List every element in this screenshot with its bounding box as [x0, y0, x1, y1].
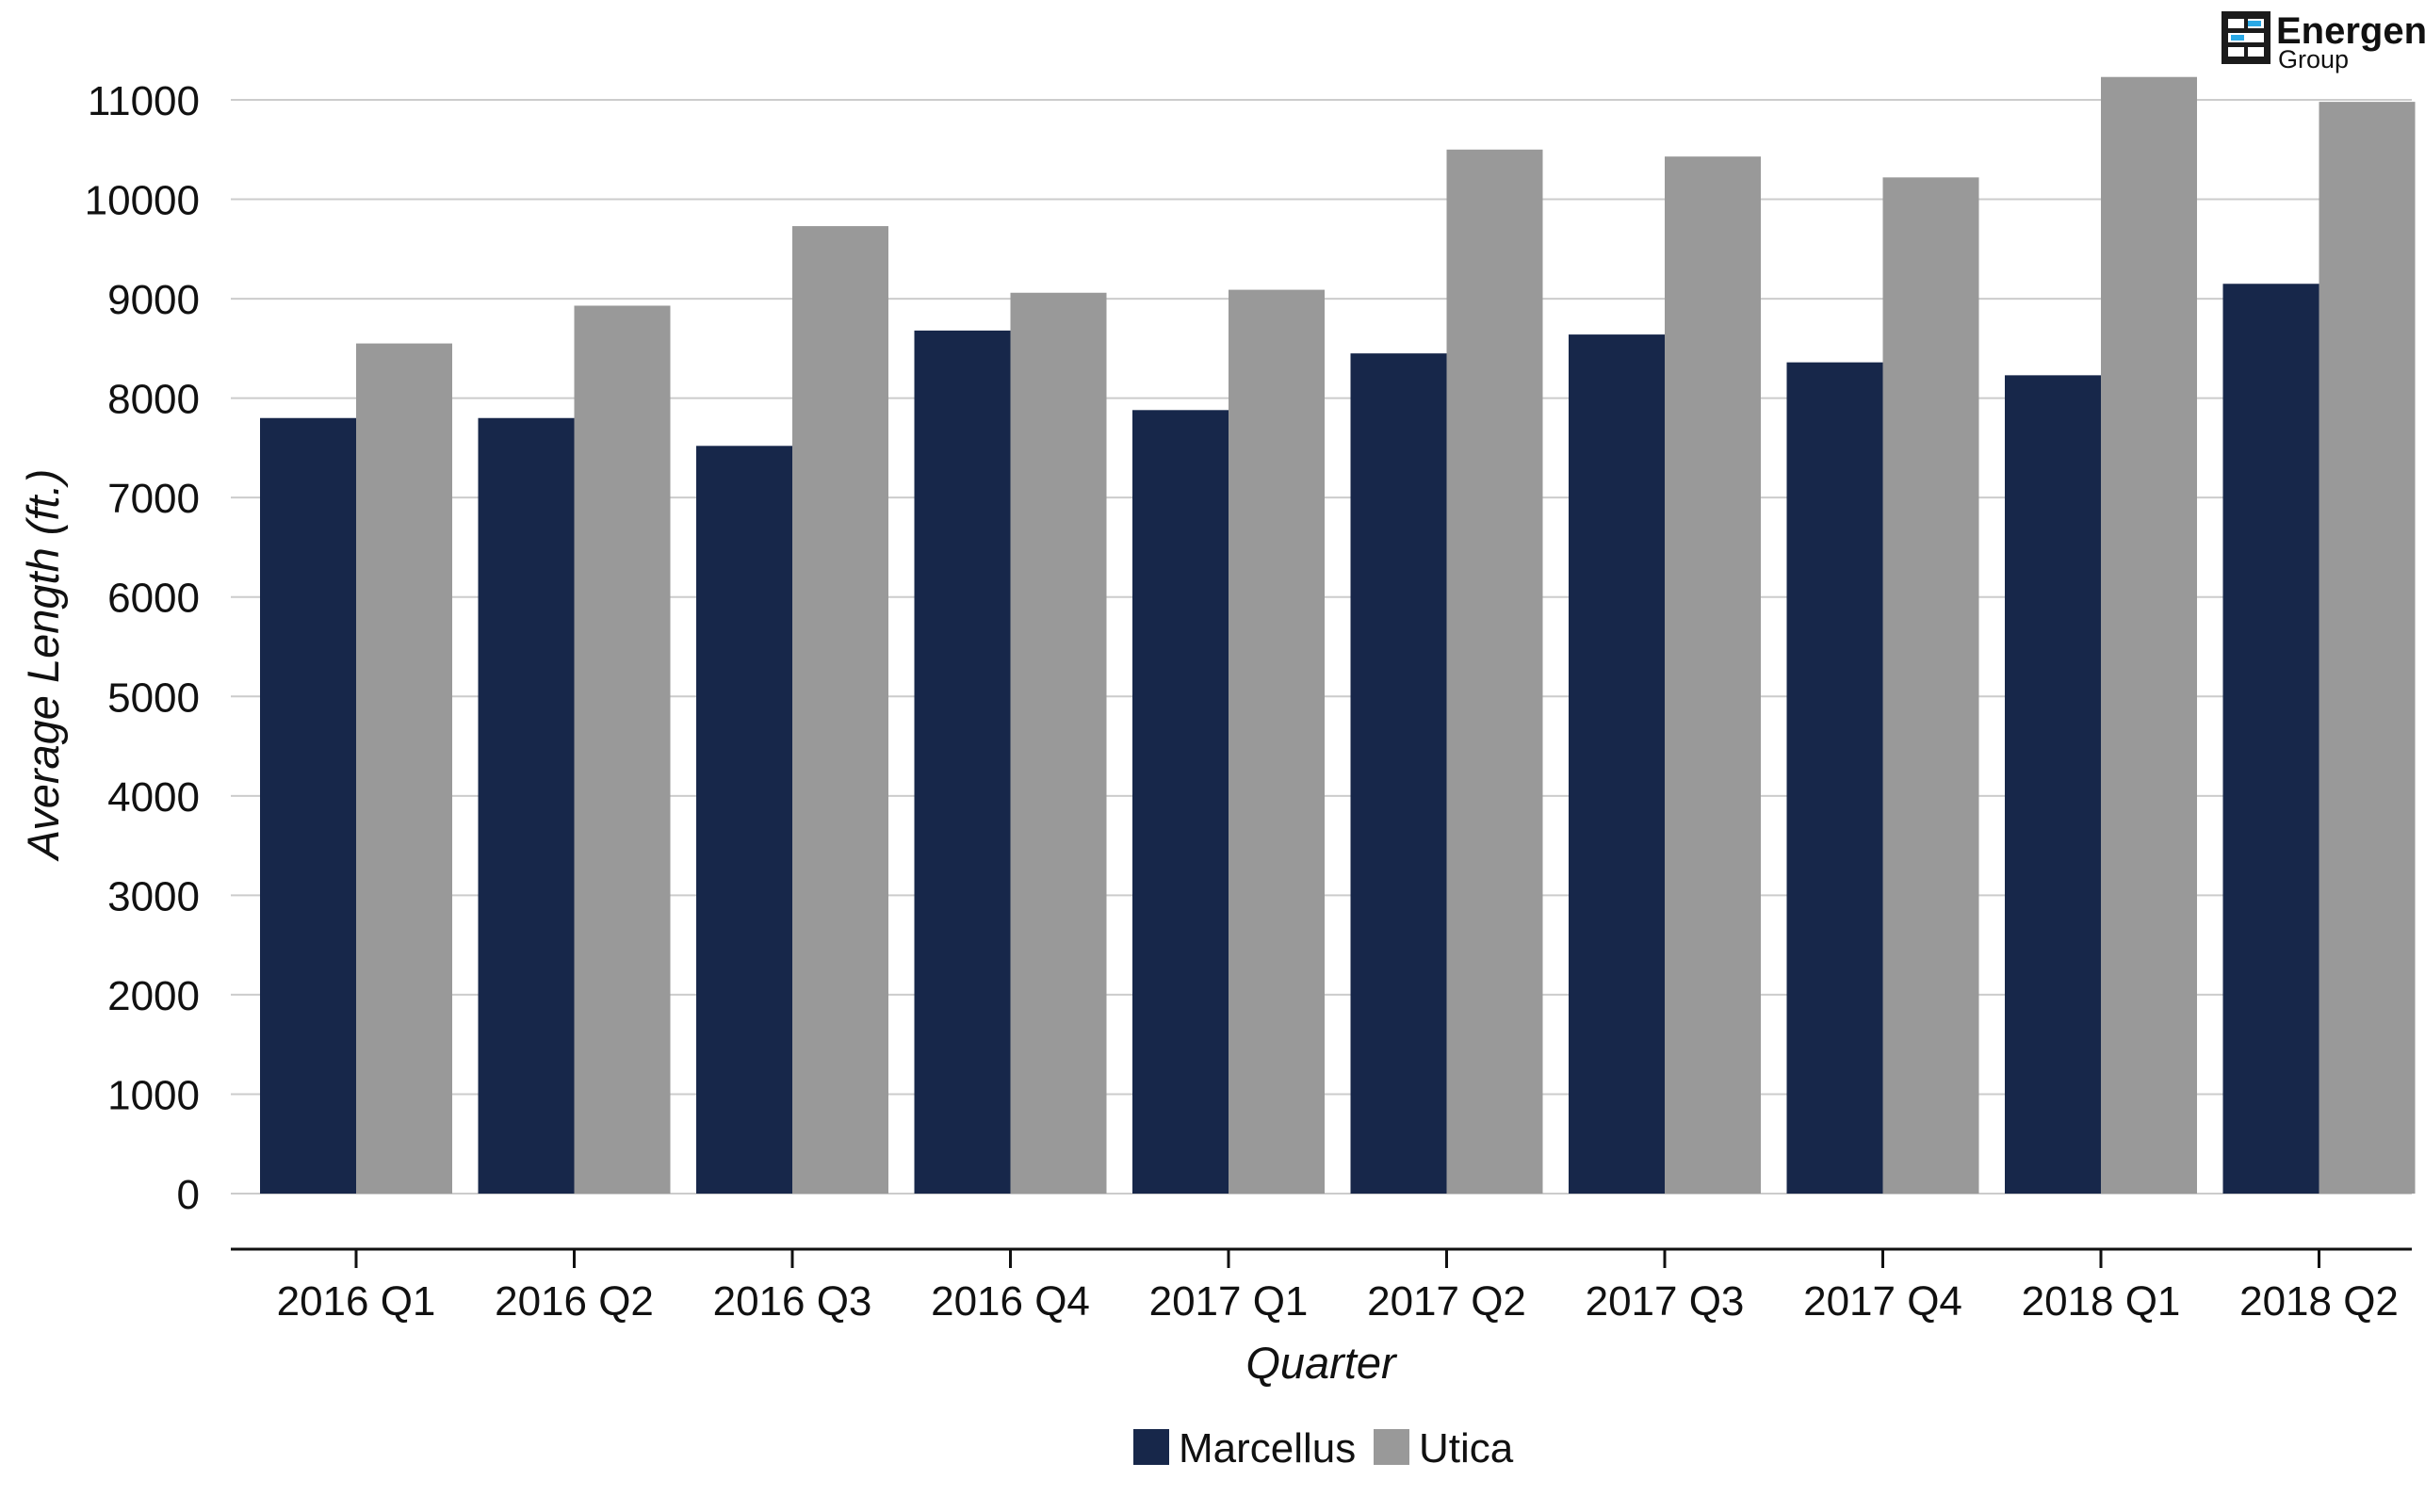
bar-utica-2017-q2: Utica 2017 Q2: 10500: [1446, 149, 1543, 1195]
y-tick-label: 5000: [107, 675, 200, 721]
logo-name: Energent: [2276, 10, 2425, 52]
x-tick-label: 2016 Q3: [713, 1278, 872, 1325]
y-tick-label: 2000: [107, 973, 200, 1019]
bar-utica-2016-q4: Utica 2016 Q4: 9060: [1010, 292, 1107, 1194]
x-tick-label: 2016 Q4: [931, 1278, 1090, 1325]
y-tick-label: 8000: [107, 377, 200, 423]
x-tick-label: 2018 Q1: [2022, 1278, 2181, 1325]
y-tick-label: 9000: [107, 277, 200, 323]
y-axis-ticks: 0 1000 2000 3000 4000 5000 6000 7000 8000 9000 100…: [85, 78, 200, 1218]
bars: Marcellus 2016 Q1: 7800Utica 2016 Q1: 85…: [260, 76, 2416, 1195]
bar-marcellus-2016-q4: Marcellus 2016 Q4: 8680: [914, 330, 1011, 1194]
y-tick-label: 1000: [107, 1072, 200, 1118]
x-axis-title: Quarter: [1245, 1338, 1398, 1388]
y-tick-label: 0: [177, 1172, 200, 1218]
bar-utica-2016-q3: Utica 2016 Q3: 9730: [792, 226, 888, 1194]
energent-logo-icon: [2222, 11, 2270, 64]
bar-marcellus-2016-q3: Marcellus 2016 Q3: 7520: [696, 446, 792, 1194]
bar-marcellus-2018-q2: Marcellus 2018 Q2: 9150: [2222, 284, 2319, 1194]
legend-label-utica: Utica: [1419, 1425, 1514, 1471]
bar-utica-2016-q1: Utica 2016 Q1: 8550: [356, 343, 452, 1194]
bar-utica-2018-q1: Utica 2018 Q1: 11230: [2101, 76, 2197, 1194]
legend-swatch-marcellus: [1133, 1429, 1169, 1465]
y-tick-label: 7000: [107, 476, 200, 522]
energent-logo: Energent Group: [2222, 10, 2425, 73]
x-tick-label: 2016 Q1: [277, 1278, 436, 1325]
bar-marcellus-2016-q2: Marcellus 2016 Q2: 7800: [478, 417, 575, 1194]
y-tick-label: 10000: [85, 178, 200, 224]
bar-utica-2017-q4: Utica 2017 Q4: 10220: [1882, 177, 1979, 1195]
bar-marcellus-2016-q1: Marcellus 2016 Q1: 7800: [260, 417, 356, 1194]
bar-utica-2016-q2: Utica 2016 Q2: 8930: [574, 305, 671, 1194]
legend-swatch-utica: [1374, 1429, 1409, 1465]
bar-utica-2018-q2: Utica 2018 Q2: 10980: [2319, 102, 2416, 1194]
y-tick-label: 11000: [88, 78, 200, 124]
bar-marcellus-2018-q1: Marcellus 2018 Q1: 8230: [2005, 375, 2101, 1194]
y-axis-title: Average Length (ft.): [18, 469, 68, 863]
x-tick-label: 2017 Q3: [1586, 1278, 1745, 1325]
x-tick-label: 2018 Q2: [2239, 1278, 2399, 1325]
x-tick-label: 2017 Q2: [1367, 1278, 1526, 1325]
bar-marcellus-2017-q3: Marcellus 2017 Q3: 8640: [1569, 334, 1665, 1194]
x-tick-label: 2017 Q1: [1149, 1278, 1309, 1325]
y-tick-label: 3000: [107, 873, 200, 919]
x-tick-label: 2016 Q2: [495, 1278, 654, 1325]
bar-utica-2017-q1: Utica 2017 Q1: 9090: [1229, 289, 1325, 1195]
logo-subtitle: Group: [2278, 45, 2349, 73]
y-tick-label: 4000: [107, 774, 200, 821]
bar-marcellus-2017-q4: Marcellus 2017 Q4: 8360: [1786, 362, 1883, 1194]
legend: Marcellus Utica: [1133, 1425, 1514, 1471]
x-axis-ticks: 2016 Q1 2016 Q2 2016 Q3 2016 Q4 2017 Q1 2017 …: [277, 1249, 2399, 1325]
bar-utica-2017-q3: Utica 2017 Q3: 10430: [1665, 156, 1761, 1195]
bar-marcellus-2017-q1: Marcellus 2017 Q1: 7880: [1132, 410, 1229, 1194]
bar-marcellus-2017-q2: Marcellus 2017 Q2: 8450: [1350, 353, 1447, 1195]
legend-label-marcellus: Marcellus: [1179, 1425, 1356, 1471]
y-tick-label: 6000: [107, 576, 200, 622]
x-tick-label: 2017 Q4: [1803, 1278, 1962, 1325]
